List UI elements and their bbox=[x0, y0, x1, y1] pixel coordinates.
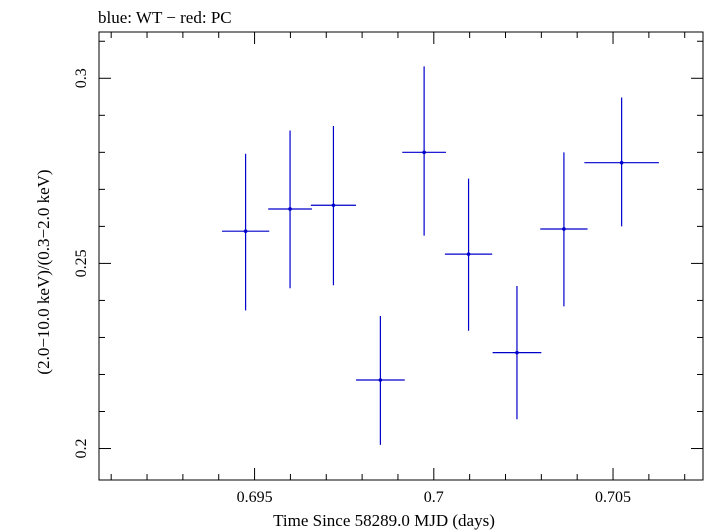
data-point bbox=[540, 152, 588, 307]
y-axis-ticks: 0.2 0.25 0.3 bbox=[73, 40, 703, 459]
point-marker bbox=[466, 252, 471, 256]
data-point bbox=[444, 178, 493, 331]
x-tick-label: 0.695 bbox=[237, 489, 273, 506]
plot-frame bbox=[98, 31, 704, 481]
chart-title: blue: WT − red: PC bbox=[98, 8, 232, 27]
point-marker bbox=[619, 160, 624, 165]
y-tick-label: 0.3 bbox=[73, 68, 90, 88]
plot-marks bbox=[221, 66, 659, 445]
y-tick-label: 0.2 bbox=[73, 439, 90, 459]
x-tick-label: 0.705 bbox=[595, 489, 631, 506]
point-marker bbox=[331, 203, 336, 208]
point-marker bbox=[515, 350, 519, 355]
data-point bbox=[356, 315, 405, 445]
y-tick-label: 0.25 bbox=[73, 249, 90, 277]
point-marker bbox=[243, 229, 248, 233]
x-axis-title: Time Since 58289.0 MJD (days) bbox=[273, 511, 495, 530]
data-point bbox=[310, 126, 357, 286]
x-tick-label: 0.7 bbox=[424, 489, 444, 506]
point-marker bbox=[288, 207, 292, 211]
point-marker bbox=[422, 150, 426, 155]
data-point bbox=[221, 153, 270, 311]
point-marker bbox=[378, 378, 383, 382]
data-point bbox=[492, 285, 542, 420]
data-point bbox=[584, 97, 659, 227]
data-point bbox=[268, 130, 312, 289]
x-axis-ticks: 0.695 0.7 0.705 bbox=[110, 32, 686, 506]
point-marker bbox=[562, 227, 566, 231]
y-axis-title: (2.0−10.0 keV)/(0.3−2.0 keV) bbox=[34, 169, 53, 374]
data-point bbox=[402, 66, 446, 236]
